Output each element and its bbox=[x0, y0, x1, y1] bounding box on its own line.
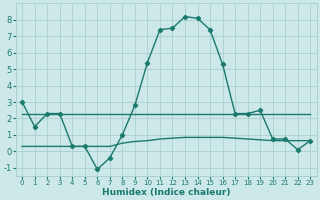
X-axis label: Humidex (Indice chaleur): Humidex (Indice chaleur) bbox=[102, 188, 230, 197]
